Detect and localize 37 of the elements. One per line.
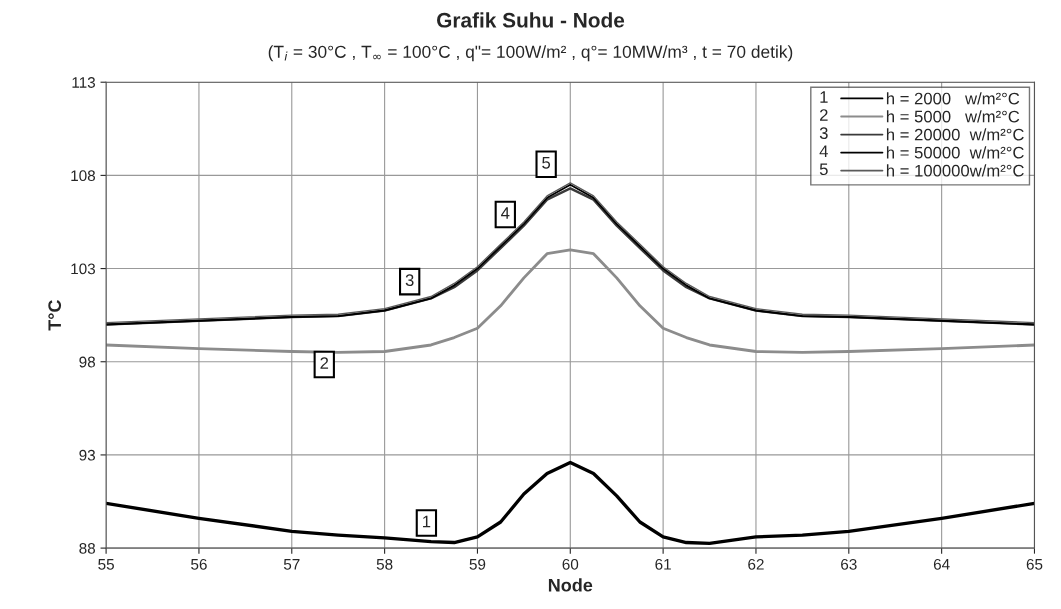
y-tick-label: 108: [71, 170, 96, 182]
annotation: 5: [819, 163, 828, 176]
y-tick-label: 103: [71, 263, 96, 275]
annotation: 3: [819, 127, 828, 140]
annotation: 4: [501, 207, 510, 219]
legend-label: h = 2000 w/m²°C: [886, 92, 1020, 105]
x-tick-label: 56: [191, 558, 207, 570]
x-tick-label: 65: [1026, 558, 1043, 570]
x-tick-label: 61: [655, 558, 671, 570]
legend-label: h = 50000 w/m²°C: [886, 146, 1024, 159]
x-tick-label: 64: [933, 558, 950, 570]
x-axis-title: Node: [548, 578, 593, 592]
y-tick-label: 113: [72, 77, 96, 88]
chart-subtitle: (T$_{i}$ = 30°C , T$_{∞}$ = 100°C , q"= 100W/m² , q°= 10MW/m³ , t = 70 detik): [268, 45, 793, 62]
annotation: 2: [820, 109, 828, 121]
x-tick-label: 55: [98, 559, 114, 570]
annotation: 5: [542, 157, 551, 169]
legend-label: h = 5000 w/m²°C: [886, 110, 1020, 123]
y-tick-label: 93: [79, 449, 96, 461]
annotation: 1: [820, 91, 828, 103]
annotation: 3: [405, 274, 414, 287]
line-series: [106, 248, 1035, 354]
y-tick-label: 88: [79, 542, 96, 554]
annotation: 4: [819, 145, 828, 157]
x-tick-label: 60: [562, 558, 579, 570]
x-tick-label: 59: [469, 558, 486, 570]
legend-label: h = 20000 w/m²°C: [886, 128, 1024, 141]
x-tick-label: 58: [376, 558, 393, 570]
annotation: 1: [423, 515, 431, 528]
x-tick-label: 57: [283, 559, 300, 570]
annotation: 2: [320, 357, 329, 369]
x-tick-label: 63: [841, 558, 857, 570]
legend-label: h = 100000w/m²°C: [886, 164, 1024, 177]
y-axis-title: T°C: [48, 300, 62, 331]
chart-title: Grafik Suhu - Node: [437, 12, 625, 28]
y-tick-label: 98: [79, 356, 96, 368]
x-tick-label: 62: [748, 558, 764, 570]
